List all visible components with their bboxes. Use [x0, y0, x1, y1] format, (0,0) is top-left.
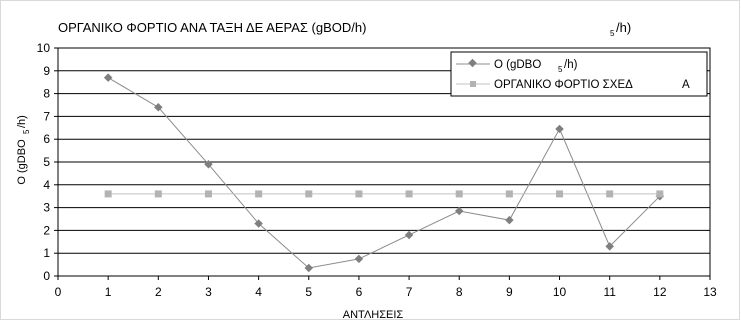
chart-title-suffix: /h): [616, 20, 631, 35]
series-2-point-1: [104, 190, 112, 198]
x-tick-label-11: 11: [603, 285, 616, 299]
series-1-point-1: [103, 73, 113, 82]
chart-title-subscript: 5: [610, 29, 615, 38]
series-1-point-2: [154, 103, 163, 112]
y-tick-label-6: 6: [43, 132, 50, 146]
y-tick-label-8: 8: [43, 87, 50, 101]
series-1-point-7: [404, 230, 414, 240]
series-2-point-7: [405, 190, 413, 198]
series-1-line: [107, 77, 661, 269]
series-2-point-5: [305, 190, 313, 198]
x-tick-label-2: 2: [155, 285, 162, 299]
chart-title: ΟΡΓΑΝΙΚΟ ΦΟΡΤΙΟ ΑΝΑ ΤΑΞΗ ΔΕ ΑΕΡΑΣ (gBΟD/…: [58, 20, 366, 35]
x-tick-label-7: 7: [406, 285, 413, 299]
series-2-point-10: [556, 190, 564, 198]
series-2-point-3: [204, 190, 212, 198]
legend-label-series-1: O (gDBO: [494, 59, 541, 71]
y-axis-label-group: Ο (gDBO 5 /h): [16, 115, 31, 184]
series-2-point-4: [255, 190, 263, 198]
series-2-point-11: [606, 190, 614, 198]
series-2-point-6: [355, 190, 363, 198]
x-tick-label-5: 5: [305, 285, 312, 299]
y-tick-label-9: 9: [43, 64, 50, 78]
y-tick-label-4: 4: [43, 178, 50, 192]
y-axis-label: Ο (gDBO: [16, 139, 28, 185]
legend-box: [450, 51, 708, 97]
y-tick-label-0: 0: [43, 269, 50, 283]
legend: O (gDBO 5 /h) ΟΡΓΑΝΙΚΟ ΦΟΡΤΙΟ ΣΧΕΔ A: [450, 51, 708, 97]
x-tick-label-8: 8: [456, 285, 463, 299]
legend-label-series-1-suffix: /h): [564, 59, 578, 71]
y-tick-label-1: 1: [43, 246, 50, 260]
series-1-point-5: [304, 263, 314, 273]
legend-label-series-2: ΟΡΓΑΝΙΚΟ ΦΟΡΤΙΟ ΣΧΕΔ: [494, 79, 633, 91]
series-2-point-8: [455, 190, 463, 198]
x-tick-label-4: 4: [255, 285, 262, 299]
x-tick-label-12: 12: [653, 285, 667, 299]
legend-label-series-1-subscript: 5: [558, 65, 563, 74]
y-tick-label-7: 7: [43, 109, 50, 123]
series-2-point-2: [154, 190, 162, 198]
legend-label-series-2-suffix: A: [682, 79, 690, 91]
x-tick-label-3: 3: [205, 285, 212, 299]
series-1-point-3: [204, 160, 213, 169]
x-tick-label-1: 1: [105, 285, 112, 299]
series-1-point-4: [254, 219, 263, 228]
series-1-point-8: [454, 206, 464, 216]
y-tick-label-2: 2: [43, 223, 50, 237]
x-tick-label-9: 9: [506, 285, 513, 299]
series-2-point-12: [656, 190, 664, 198]
series-1-point-9: [505, 215, 514, 225]
y-axis-label-subscript: 5: [22, 129, 31, 134]
x-tick-label-13: 13: [703, 285, 717, 299]
x-tick-label-10: 10: [553, 285, 567, 299]
x-tick-label-0: 0: [55, 285, 62, 299]
y-tick-label-5: 5: [43, 155, 50, 169]
x-axis-label: ΑΝΤΛΗΣΕΙΣ: [343, 309, 404, 321]
legend-marker-series-1: [468, 58, 477, 68]
series-2-point-9: [505, 190, 513, 198]
y-axis-label-suffix: /h): [16, 115, 28, 128]
x-tick-label-6: 6: [356, 285, 363, 299]
y-tick-label-10: 10: [37, 41, 51, 55]
y-tick-label-3: 3: [43, 201, 50, 215]
legend-marker-series-2: [470, 81, 476, 87]
series-1-point-6: [354, 254, 364, 264]
